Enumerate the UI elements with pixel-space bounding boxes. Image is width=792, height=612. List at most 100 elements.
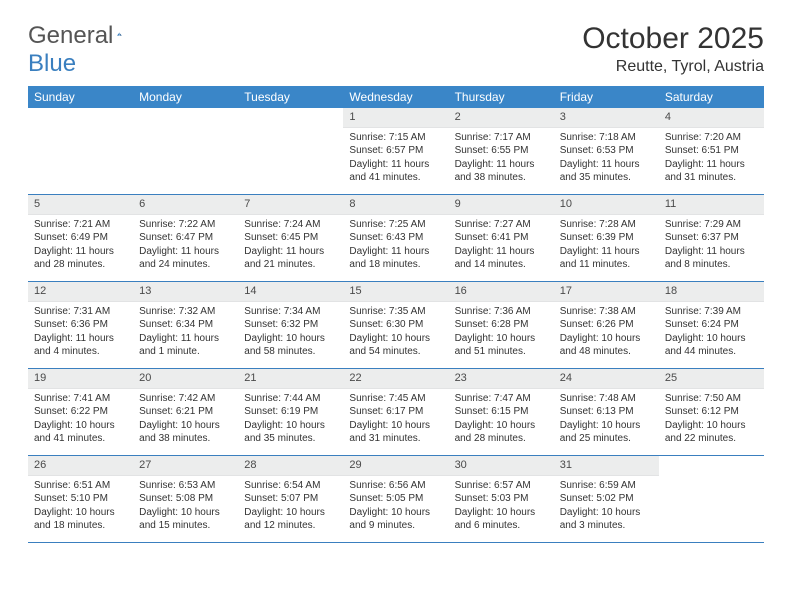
calendar-day-cell: 11Sunrise: 7:29 AMSunset: 6:37 PMDayligh… (659, 195, 764, 281)
sunrise-line: Sunrise: 7:15 AM (349, 131, 442, 145)
day-number: 9 (449, 195, 554, 215)
day-details: Sunrise: 7:22 AMSunset: 6:47 PMDaylight:… (133, 215, 238, 276)
calendar-day-cell: 21Sunrise: 7:44 AMSunset: 6:19 PMDayligh… (238, 369, 343, 455)
daylight-line: Daylight: 10 hours and 54 minutes. (349, 332, 442, 359)
day-number: 28 (238, 456, 343, 476)
sunrise-line: Sunrise: 7:47 AM (455, 392, 548, 406)
sunset-line: Sunset: 6:41 PM (455, 231, 548, 245)
day-details: Sunrise: 6:59 AMSunset: 5:02 PMDaylight:… (554, 476, 659, 537)
sunset-line: Sunset: 6:15 PM (455, 405, 548, 419)
sunset-line: Sunset: 6:47 PM (139, 231, 232, 245)
sunrise-line: Sunrise: 7:34 AM (244, 305, 337, 319)
daylight-line: Daylight: 11 hours and 11 minutes. (560, 245, 653, 272)
sunrise-line: Sunrise: 7:22 AM (139, 218, 232, 232)
day-number: 29 (343, 456, 448, 476)
day-details: Sunrise: 7:15 AMSunset: 6:57 PMDaylight:… (343, 128, 448, 189)
sunset-line: Sunset: 6:34 PM (139, 318, 232, 332)
sunrise-line: Sunrise: 7:28 AM (560, 218, 653, 232)
calendar-day-cell: 28Sunrise: 6:54 AMSunset: 5:07 PMDayligh… (238, 456, 343, 542)
day-details: Sunrise: 7:29 AMSunset: 6:37 PMDaylight:… (659, 215, 764, 276)
day-number: 3 (554, 108, 659, 128)
day-details: Sunrise: 7:44 AMSunset: 6:19 PMDaylight:… (238, 389, 343, 450)
sunset-line: Sunset: 6:28 PM (455, 318, 548, 332)
sunset-line: Sunset: 6:55 PM (455, 144, 548, 158)
calendar-day-cell: 20Sunrise: 7:42 AMSunset: 6:21 PMDayligh… (133, 369, 238, 455)
day-details: Sunrise: 7:17 AMSunset: 6:55 PMDaylight:… (449, 128, 554, 189)
daylight-line: Daylight: 10 hours and 22 minutes. (665, 419, 758, 446)
day-details: Sunrise: 7:50 AMSunset: 6:12 PMDaylight:… (659, 389, 764, 450)
day-details: Sunrise: 7:20 AMSunset: 6:51 PMDaylight:… (659, 128, 764, 189)
sunrise-line: Sunrise: 6:59 AM (560, 479, 653, 493)
sunset-line: Sunset: 6:22 PM (34, 405, 127, 419)
sunset-line: Sunset: 6:53 PM (560, 144, 653, 158)
day-number: 14 (238, 282, 343, 302)
sunset-line: Sunset: 6:57 PM (349, 144, 442, 158)
daylight-line: Daylight: 10 hours and 48 minutes. (560, 332, 653, 359)
day-number: 4 (659, 108, 764, 128)
day-number: 19 (28, 369, 133, 389)
daylight-line: Daylight: 10 hours and 38 minutes. (139, 419, 232, 446)
logo-text-general: General (28, 22, 113, 50)
calendar-day-cell: 22Sunrise: 7:45 AMSunset: 6:17 PMDayligh… (343, 369, 448, 455)
daylight-line: Daylight: 10 hours and 35 minutes. (244, 419, 337, 446)
daylight-line: Daylight: 11 hours and 1 minute. (139, 332, 232, 359)
sunset-line: Sunset: 6:51 PM (665, 144, 758, 158)
daylight-line: Daylight: 10 hours and 25 minutes. (560, 419, 653, 446)
day-number: 27 (133, 456, 238, 476)
calendar-day-cell (28, 108, 133, 194)
daylight-line: Daylight: 11 hours and 28 minutes. (34, 245, 127, 272)
calendar-week-row: 19Sunrise: 7:41 AMSunset: 6:22 PMDayligh… (28, 369, 764, 456)
sunset-line: Sunset: 5:10 PM (34, 492, 127, 506)
sunrise-line: Sunrise: 6:57 AM (455, 479, 548, 493)
calendar-day-cell: 24Sunrise: 7:48 AMSunset: 6:13 PMDayligh… (554, 369, 659, 455)
sunrise-line: Sunrise: 7:38 AM (560, 305, 653, 319)
sunset-line: Sunset: 6:39 PM (560, 231, 653, 245)
daylight-line: Daylight: 10 hours and 12 minutes. (244, 506, 337, 533)
sunrise-line: Sunrise: 7:18 AM (560, 131, 653, 145)
sunrise-line: Sunrise: 7:17 AM (455, 131, 548, 145)
day-details: Sunrise: 6:51 AMSunset: 5:10 PMDaylight:… (28, 476, 133, 537)
sunset-line: Sunset: 6:17 PM (349, 405, 442, 419)
day-details: Sunrise: 7:45 AMSunset: 6:17 PMDaylight:… (343, 389, 448, 450)
calendar-header-row: SundayMondayTuesdayWednesdayThursdayFrid… (28, 86, 764, 108)
sunset-line: Sunset: 6:37 PM (665, 231, 758, 245)
daylight-line: Daylight: 11 hours and 8 minutes. (665, 245, 758, 272)
sunrise-line: Sunrise: 7:29 AM (665, 218, 758, 232)
sunrise-line: Sunrise: 7:24 AM (244, 218, 337, 232)
sunrise-line: Sunrise: 6:56 AM (349, 479, 442, 493)
sunrise-line: Sunrise: 7:27 AM (455, 218, 548, 232)
day-details: Sunrise: 6:54 AMSunset: 5:07 PMDaylight:… (238, 476, 343, 537)
sunset-line: Sunset: 5:07 PM (244, 492, 337, 506)
sunset-line: Sunset: 6:43 PM (349, 231, 442, 245)
sunset-line: Sunset: 6:24 PM (665, 318, 758, 332)
day-number: 12 (28, 282, 133, 302)
calendar-day-cell: 18Sunrise: 7:39 AMSunset: 6:24 PMDayligh… (659, 282, 764, 368)
daylight-line: Daylight: 11 hours and 31 minutes. (665, 158, 758, 185)
sunset-line: Sunset: 6:30 PM (349, 318, 442, 332)
calendar-day-cell: 2Sunrise: 7:17 AMSunset: 6:55 PMDaylight… (449, 108, 554, 194)
weekday-header: Friday (554, 86, 659, 108)
day-number: 6 (133, 195, 238, 215)
day-number: 15 (343, 282, 448, 302)
logo-text-blue: Blue (28, 50, 76, 78)
daylight-line: Daylight: 11 hours and 18 minutes. (349, 245, 442, 272)
logo: General (28, 22, 143, 50)
weekday-header: Tuesday (238, 86, 343, 108)
calendar-day-cell: 9Sunrise: 7:27 AMSunset: 6:41 PMDaylight… (449, 195, 554, 281)
calendar-day-cell: 27Sunrise: 6:53 AMSunset: 5:08 PMDayligh… (133, 456, 238, 542)
calendar-day-cell: 16Sunrise: 7:36 AMSunset: 6:28 PMDayligh… (449, 282, 554, 368)
calendar-day-cell: 30Sunrise: 6:57 AMSunset: 5:03 PMDayligh… (449, 456, 554, 542)
sunrise-line: Sunrise: 7:21 AM (34, 218, 127, 232)
sunrise-line: Sunrise: 6:51 AM (34, 479, 127, 493)
daylight-line: Daylight: 11 hours and 14 minutes. (455, 245, 548, 272)
calendar-day-cell: 4Sunrise: 7:20 AMSunset: 6:51 PMDaylight… (659, 108, 764, 194)
day-details: Sunrise: 7:27 AMSunset: 6:41 PMDaylight:… (449, 215, 554, 276)
calendar-day-cell: 1Sunrise: 7:15 AMSunset: 6:57 PMDaylight… (343, 108, 448, 194)
day-details: Sunrise: 7:31 AMSunset: 6:36 PMDaylight:… (28, 302, 133, 363)
sunrise-line: Sunrise: 7:20 AM (665, 131, 758, 145)
day-details: Sunrise: 6:56 AMSunset: 5:05 PMDaylight:… (343, 476, 448, 537)
sunrise-line: Sunrise: 7:44 AM (244, 392, 337, 406)
calendar-day-cell: 19Sunrise: 7:41 AMSunset: 6:22 PMDayligh… (28, 369, 133, 455)
sunrise-line: Sunrise: 7:45 AM (349, 392, 442, 406)
day-details: Sunrise: 7:18 AMSunset: 6:53 PMDaylight:… (554, 128, 659, 189)
